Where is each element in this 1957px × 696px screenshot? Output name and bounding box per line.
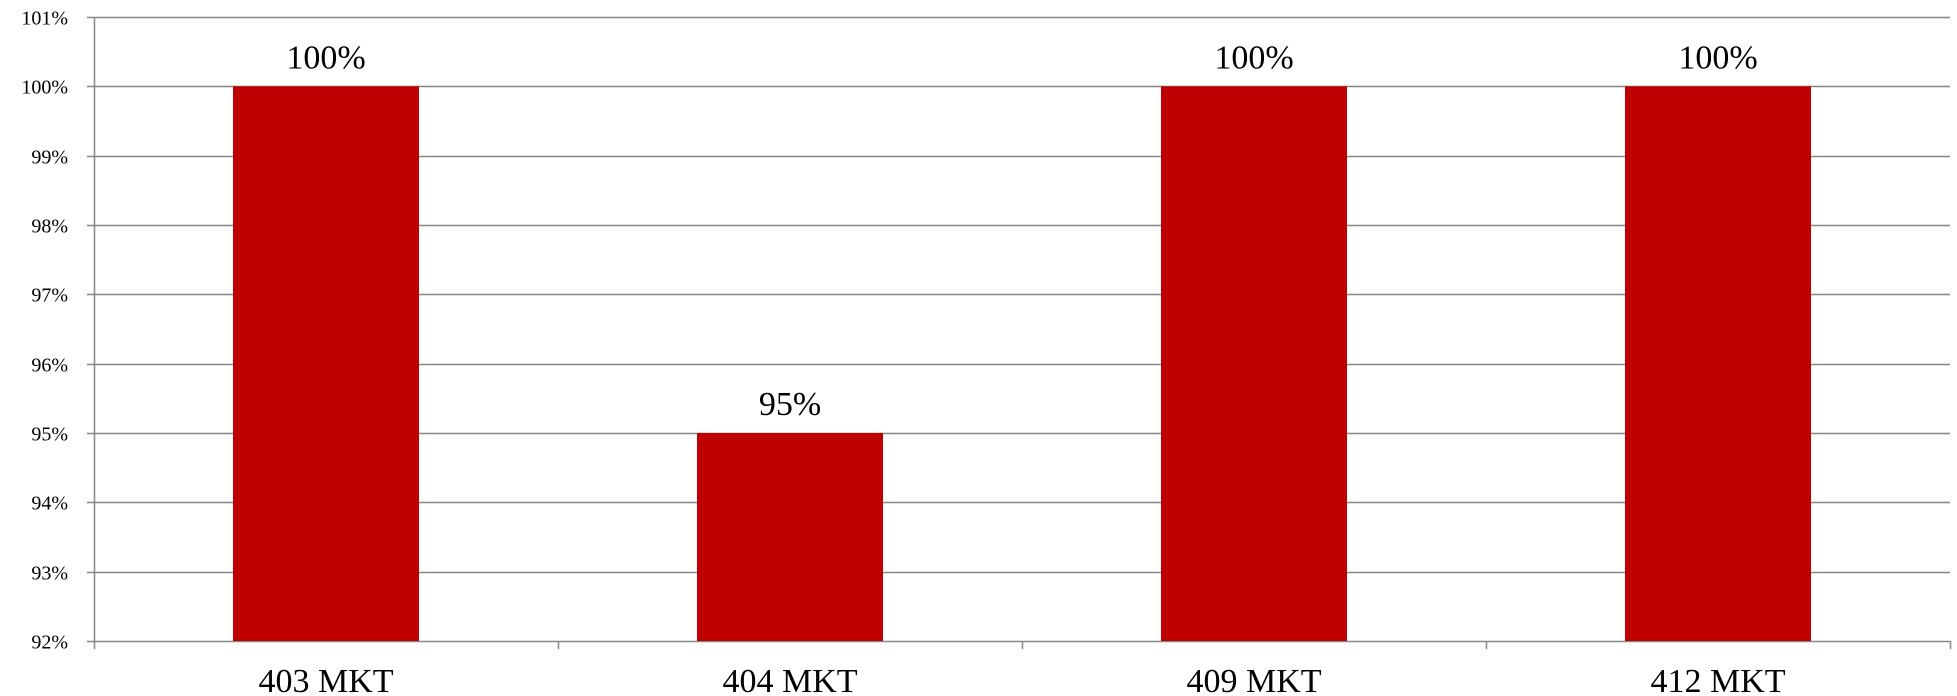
x-tick-label: 409 MKT [1186,663,1321,696]
data-label: 100% [1214,39,1293,76]
data-label: 95% [759,386,821,423]
bars [233,86,1811,642]
y-tick-label: 96% [31,355,68,377]
data-label: 100% [1678,39,1757,76]
data-label: 100% [286,39,365,76]
y-tick-label: 95% [31,424,68,446]
y-tick-labels: 92% 93% 94% 95% 96% 97% 98% 99% 100% 101% [21,8,68,654]
y-tick-label: 97% [31,285,68,307]
y-tick-label: 100% [21,77,68,99]
bar [697,433,883,641]
x-tick-label: 404 MKT [722,663,857,696]
x-tick-label: 412 MKT [1650,663,1785,696]
x-tick-labels: 403 MKT 404 MKT 409 MKT 412 MKT [258,663,1785,696]
axes [87,16,1952,649]
bar [1625,86,1811,642]
data-labels: 100% 95% 100% 100% [286,39,1757,423]
y-tick-label: 101% [21,8,68,30]
bar [233,86,419,642]
y-tick-label: 93% [31,563,68,585]
y-tick-label: 92% [31,632,68,654]
y-tick-label: 98% [31,216,68,238]
x-tick-label: 403 MKT [258,663,393,696]
bar [1161,86,1347,642]
y-tick-label: 94% [31,493,68,515]
y-tick-label: 99% [31,147,68,169]
